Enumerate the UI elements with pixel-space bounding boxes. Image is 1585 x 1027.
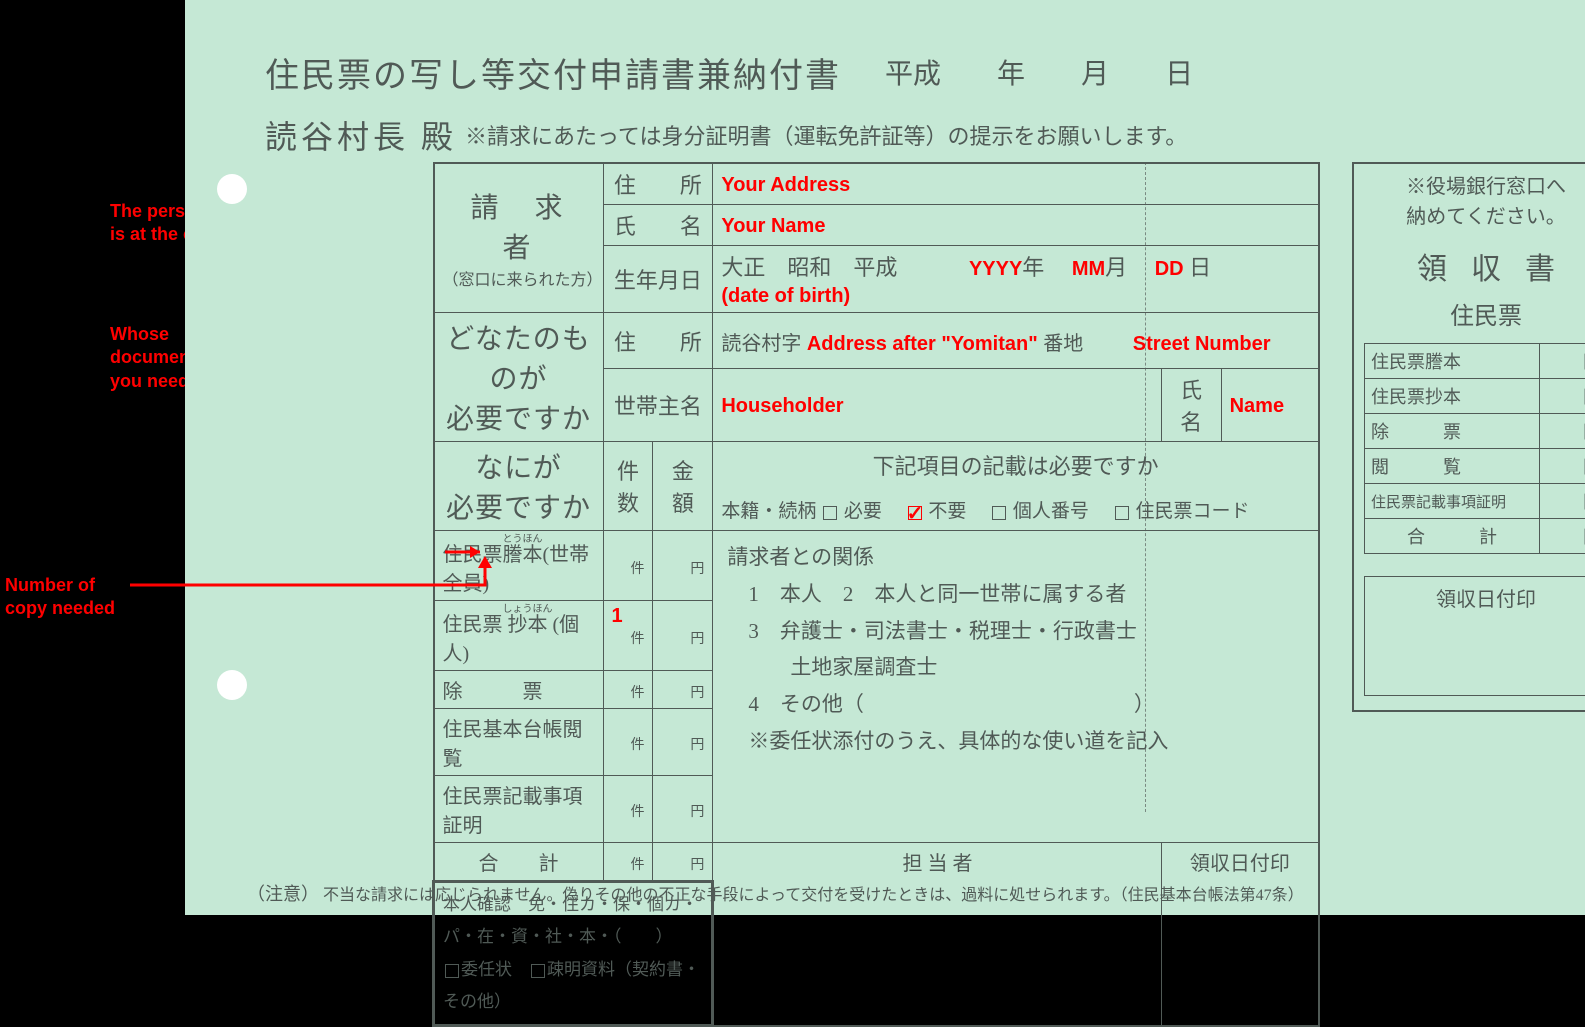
annotation-copies: Number ofcopy needed <box>5 574 115 621</box>
label-address: 住 所 <box>603 163 713 205</box>
receipt-row: 除 票 <box>1365 414 1540 449</box>
count-etsuran[interactable]: 件 <box>603 709 653 776</box>
receipt-stub: ※役場銀行窓口へ納めてください。 領収書 住民票 住民票謄本円 住民票抄本円 除… <box>1352 162 1585 712</box>
whose-section-label: どなたのものが 必要ですか <box>434 313 604 442</box>
receipt-row: 住民票謄本 <box>1365 344 1540 379</box>
receipt-row: 閲 覧 <box>1365 449 1540 484</box>
amount-total: 円 <box>653 843 713 882</box>
receipt-yen: 円 <box>1539 449 1585 484</box>
amount-shohon[interactable]: 円 <box>653 601 713 671</box>
what-section-label: なにが 必要ですか <box>434 442 604 531</box>
receipt-yen: 円 <box>1539 344 1585 379</box>
receipt-fee-table: 住民票謄本円 住民票抄本円 除 票円 閲 覧円 住民票記載事項証明円 合 計円 <box>1364 343 1585 554</box>
field-subject-name[interactable]: Name <box>1221 369 1319 442</box>
id-note: ※請求にあたっては身分証明書（運転免許証等）の提示をお願いします。 <box>465 119 1187 151</box>
doc-type-shohon: 住民票しょうほん抄本(個人) <box>434 601 604 671</box>
doc-type-tohon: 住民票とうほん謄本(世帯全員) <box>434 531 604 601</box>
header-date: 平成 年 月 日 <box>885 52 1193 92</box>
receipt-row: 住民票記載事項証明 <box>1365 484 1540 519</box>
count-total: 件 <box>603 843 653 882</box>
receipt-row: 住民票抄本 <box>1365 379 1540 414</box>
amount-kisai[interactable]: 円 <box>653 776 713 843</box>
label-name: 氏 名 <box>603 205 713 246</box>
count-shohon[interactable]: 1件 <box>603 601 653 671</box>
receipt-stamp-box: 領収日付印 <box>1364 576 1585 696</box>
receipt-yen: 円 <box>1539 484 1585 519</box>
field-your-address[interactable]: Your Address <box>713 163 1319 205</box>
addressee: 読谷村長 殿 <box>265 112 457 158</box>
receipt-yen: 円 <box>1539 519 1585 554</box>
field-subject-address[interactable]: 読谷村字 Address after "Yomitan" 番地 Street N… <box>713 313 1319 369</box>
receipt-subtitle: 住民票 <box>1364 296 1585 331</box>
label-dob: 生年月日 <box>603 246 713 313</box>
receipt-yen: 円 <box>1539 414 1585 449</box>
col-header-amount: 金額 <box>653 442 713 531</box>
checkbox-noneed[interactable] <box>908 506 922 520</box>
amount-etsuran[interactable]: 円 <box>653 709 713 776</box>
punch-hole-icon <box>217 670 247 700</box>
label-householder: 世帯主名 <box>603 369 713 442</box>
punch-hole-icon <box>217 174 247 204</box>
relation-block[interactable]: 請求者との関係 1 本人 2 本人と同一世帯に属する者 3 弁護士・司法書士・税… <box>713 531 1319 843</box>
col-header-count: 件数 <box>603 442 653 531</box>
label-subject-address: 住 所 <box>603 313 713 369</box>
items-options[interactable]: 本籍・続柄 必要 不要 個人番号 住民票コード <box>713 489 1319 531</box>
receipt-note: ※役場銀行窓口へ納めてください。 <box>1364 172 1585 232</box>
form-paper: 住民票の写し等交付申請書兼納付書 平成 年 月 日 読谷村長 殿 ※請求にあたっ… <box>185 0 1585 915</box>
stamp-box-main: 領収日付印 <box>1161 843 1319 1026</box>
checkbox-mynumber[interactable] <box>992 506 1006 520</box>
tantou-box: 担 当 者 <box>713 843 1161 1026</box>
field-dob[interactable]: 大正 昭和 平成 YYYY年 MM月 DD 日 (date of birth) <box>713 246 1319 313</box>
receipt-title: 領収書 <box>1364 244 1585 288</box>
field-your-name[interactable]: Your Name <box>713 205 1319 246</box>
receipt-row-total: 合 計 <box>1365 519 1540 554</box>
label-subject-name: 氏名 <box>1161 369 1221 442</box>
receipt-yen: 円 <box>1539 379 1585 414</box>
amount-johyo[interactable]: 円 <box>653 671 713 709</box>
doc-type-kisai: 住民票記載事項証明 <box>434 776 604 843</box>
total-label: 合 計 <box>434 843 604 882</box>
count-kisai[interactable]: 件 <box>603 776 653 843</box>
doc-type-johyo: 除 票 <box>434 671 604 709</box>
checkbox-need[interactable] <box>823 506 837 520</box>
count-johyo[interactable]: 件 <box>603 671 653 709</box>
form-title: 住民票の写し等交付申請書兼納付書 <box>265 48 841 97</box>
footer-note: （注意） 不当な請求には応じられません。偽りその他の不正な手段によって交付を受け… <box>247 880 1304 906</box>
requester-section-label: 請 求 者 （窓口に来られた方） <box>434 163 604 313</box>
amount-tohon[interactable]: 円 <box>653 531 713 601</box>
doc-type-etsuran: 住民基本台帳閲覧 <box>434 709 604 776</box>
checkbox-juminhyo-code[interactable] <box>1115 506 1129 520</box>
field-householder[interactable]: Householder <box>713 369 1161 442</box>
items-header: 下記項目の記載は必要ですか <box>713 442 1319 489</box>
count-tohon[interactable]: 件 <box>603 531 653 601</box>
